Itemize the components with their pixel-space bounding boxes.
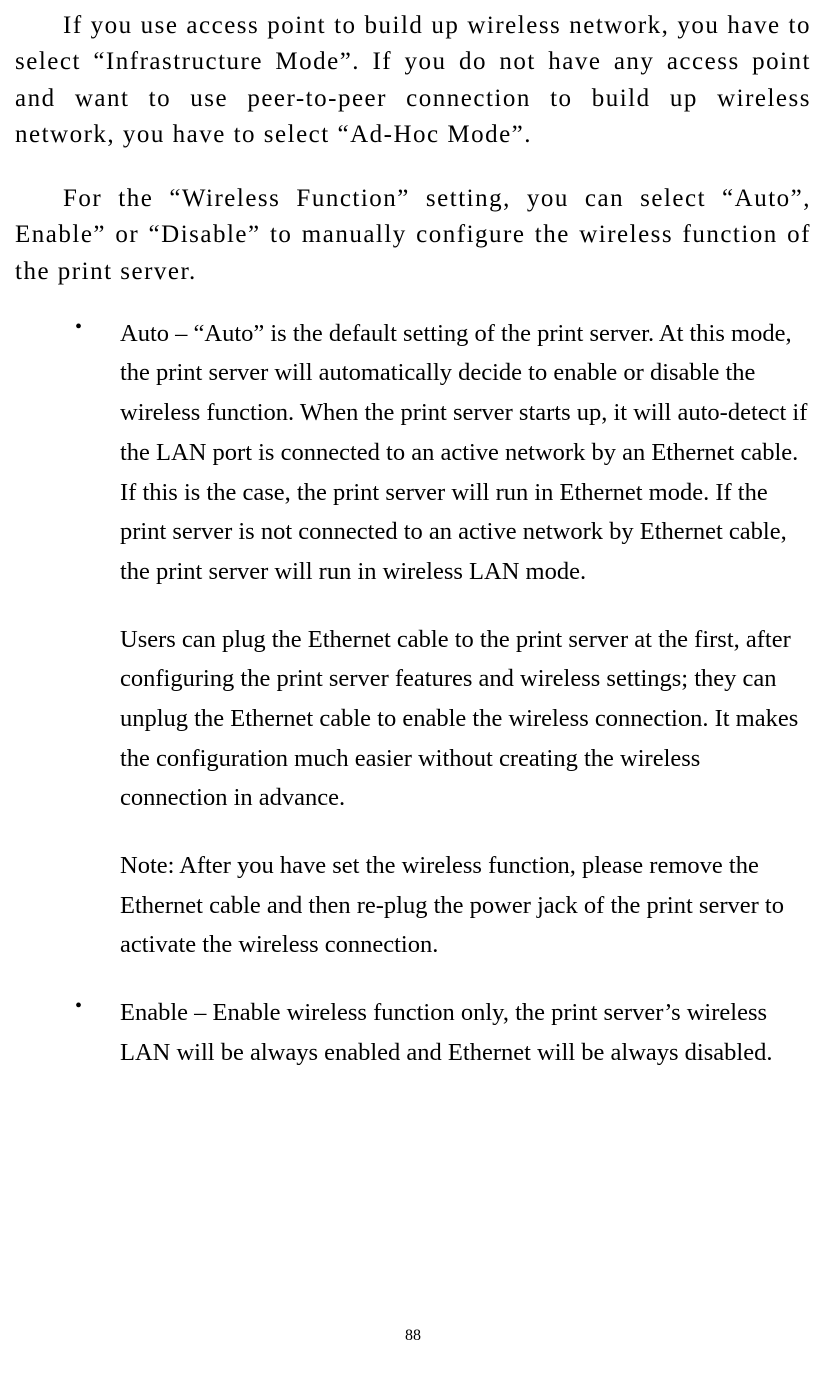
settings-list: Auto – “Auto” is the default setting of … [15, 314, 811, 592]
bullet-auto: Auto – “Auto” is the default setting of … [75, 314, 811, 592]
bullet-auto-sub1: Users can plug the Ethernet cable to the… [15, 620, 811, 818]
bullet-auto-sub2: Note: After you have set the wireless fu… [15, 846, 811, 965]
paragraph-mode-selection: If you use access point to build up wire… [15, 8, 811, 153]
bullet-auto-text: Auto – “Auto” is the default setting of … [120, 314, 811, 592]
settings-list-continued: Enable – Enable wireless function only, … [15, 993, 811, 1072]
page-number: 88 [0, 1327, 826, 1345]
paragraph-wireless-function: For the “Wireless Function” setting, you… [15, 181, 811, 290]
bullet-enable: Enable – Enable wireless function only, … [75, 993, 811, 1072]
bullet-enable-text: Enable – Enable wireless function only, … [120, 993, 811, 1072]
